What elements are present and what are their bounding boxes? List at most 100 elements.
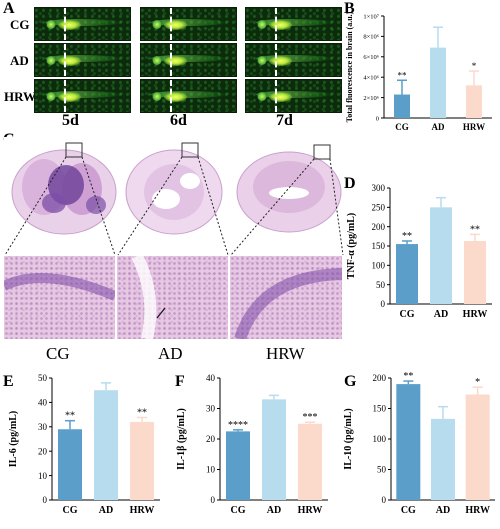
panel-label-b: B <box>344 0 355 17</box>
chart-b-significance-hrw: * <box>472 61 477 71</box>
brain-overview-strip <box>4 137 344 237</box>
chart-e-tick-label: 30 <box>38 422 48 432</box>
fish-image-ad-7d <box>245 43 342 77</box>
chart-g-tick-label: 100 <box>373 434 387 444</box>
chart-b: 0 2×10⁶ 4×10⁶ 6×10⁶ 8×10⁶ 1×10⁷ Total fluoresc… <box>345 11 492 132</box>
chart-f-tick-label: 20 <box>206 434 216 444</box>
chart-b-significance-cg: ** <box>398 70 408 80</box>
chart-e-tick-label: 20 <box>38 446 48 456</box>
chart-f-bar-ad <box>262 399 286 500</box>
zoom-box-hrw <box>313 144 331 160</box>
histology-label-cg: CG <box>46 344 70 363</box>
chart-d-bar-ad <box>430 207 452 304</box>
chart-g-tick-label: 50 <box>377 465 387 475</box>
col-label-6d: 6d <box>170 112 187 129</box>
col-label-5d: 5d <box>62 112 79 129</box>
chart-b-tick-label: 1×10⁷ <box>363 13 379 20</box>
fish-image-hrw-5d <box>34 79 131 113</box>
fish-image-cg-6d <box>140 7 237 41</box>
row-label-hrw: HRW <box>4 89 37 104</box>
chart-d: 0 50 100 150 200 250 300 TNF-α (pg/mL) ** CG AD ** H… <box>346 183 492 320</box>
chart-b-tick-label: 2×10⁶ <box>363 95 379 102</box>
zoom-guide-lines <box>4 156 344 256</box>
chart-f-category-ad: AD <box>267 505 281 516</box>
chart-d-significance-cg: ** <box>402 231 412 242</box>
chart-f-bar-cg <box>226 431 250 500</box>
chart-b-bar-hrw <box>466 85 482 118</box>
fish-image-hrw-6d <box>140 79 237 113</box>
chart-b-bar-ad <box>430 47 446 119</box>
chart-e-tick-label: 40 <box>38 398 48 408</box>
chart-d-tick-label: 0 <box>381 299 386 309</box>
row-label-ad: AD <box>10 53 29 68</box>
chart-e-tick-label: 0 <box>43 495 48 505</box>
chart-e-bar-ad <box>94 390 118 500</box>
fish-image-ad-5d <box>34 43 131 77</box>
chart-d-category-cg: CG <box>400 309 415 320</box>
chart-e-y-label: IL-6 (pg/mL) <box>8 411 19 467</box>
chart-e-tick-label: 50 <box>38 373 48 383</box>
chart-g-bar-ad <box>431 418 455 500</box>
chart-b-category-ad: AD <box>432 122 445 132</box>
histology-zoom-hrw <box>230 256 342 339</box>
chart-f-tick-label: 40 <box>206 373 216 383</box>
chart-d-tick-label: 50 <box>376 280 386 290</box>
chart-f-significance-hrw: *** <box>303 412 318 423</box>
brain-overview-drawing <box>11 142 342 235</box>
chart-d-bar-hrw <box>464 240 486 304</box>
chart-d-tick-label: 300 <box>372 183 386 193</box>
chart-b-bar-cg <box>394 94 410 118</box>
chart-e-category-ad: AD <box>99 505 113 516</box>
chart-g-y-label: IL-10 (pg/mL) <box>343 408 354 469</box>
chart-g-category-ad: AD <box>436 505 450 516</box>
zoom-box-cg <box>65 142 83 158</box>
histology-label-hrw: HRW <box>266 344 305 363</box>
chart-b-category-cg: CG <box>395 122 409 132</box>
fish-image-cg-7d <box>245 7 342 41</box>
chart-g-significance-cg: ** <box>403 371 413 382</box>
fish-image-ad-6d <box>140 43 237 77</box>
histology-label-ad: AD <box>158 344 183 363</box>
panel-label-a: A <box>3 0 15 17</box>
chart-e-bar-hrw <box>130 421 154 500</box>
chart-f-tick-label: 10 <box>206 465 216 475</box>
chart-g-category-hrw: HRW <box>465 505 490 516</box>
chart-f-tick-label: 30 <box>206 404 216 414</box>
row-label-cg: CG <box>10 17 30 32</box>
chart-g-bar-cg <box>396 384 421 500</box>
chart-g: 0 50 100 150 200 IL-10 (pg/mL) ** CG AD * HRW <box>343 371 495 516</box>
chart-e-category-cg: CG <box>63 505 78 516</box>
chart-f-category-hrw: HRW <box>298 505 323 516</box>
chart-d-bar-cg <box>396 244 418 304</box>
chart-e-significance-hrw: ** <box>137 408 147 419</box>
chart-d-tick-label: 100 <box>372 260 386 270</box>
chart-d-significance-hrw: ** <box>470 224 480 235</box>
chart-f-significance-cg: **** <box>228 420 248 431</box>
chart-b-tick-label: 6×10⁶ <box>363 54 379 61</box>
panel-label-d: D <box>344 175 356 192</box>
zoom-box-ad <box>181 142 199 158</box>
chart-g-bar-hrw <box>465 394 490 500</box>
chart-e-significance-cg: ** <box>65 411 75 422</box>
chart-d-y-label: TNF-α (pg/mL) <box>346 213 357 279</box>
chart-g-category-cg: CG <box>401 505 416 516</box>
chart-g-tick-label: 200 <box>373 373 387 383</box>
histology-zoom-ad <box>117 256 228 339</box>
chart-g-tick-label: 150 <box>373 404 387 414</box>
chart-e-tick-label: 10 <box>38 471 48 481</box>
chart-b-tick-label: 0 <box>376 115 379 122</box>
chart-d-tick-label: 150 <box>372 241 386 251</box>
col-label-7d: 7d <box>276 112 293 129</box>
histology-zoom-cg <box>4 256 115 339</box>
chart-f-tick-label: 0 <box>211 495 216 505</box>
chart-f-bar-hrw <box>298 423 322 500</box>
fish-image-hrw-7d <box>245 79 342 113</box>
chart-b-category-hrw: HRW <box>463 122 485 132</box>
chart-d-category-hrw: HRW <box>463 309 488 320</box>
chart-e-category-hrw: HRW <box>130 505 155 516</box>
chart-e-bar-cg <box>58 429 82 500</box>
panel-label-e: E <box>3 373 14 390</box>
chart-d-tick-label: 250 <box>372 202 386 212</box>
chart-f-y-label: IL-1β (pg/mL) <box>176 408 187 470</box>
chart-f-category-cg: CG <box>231 505 246 516</box>
